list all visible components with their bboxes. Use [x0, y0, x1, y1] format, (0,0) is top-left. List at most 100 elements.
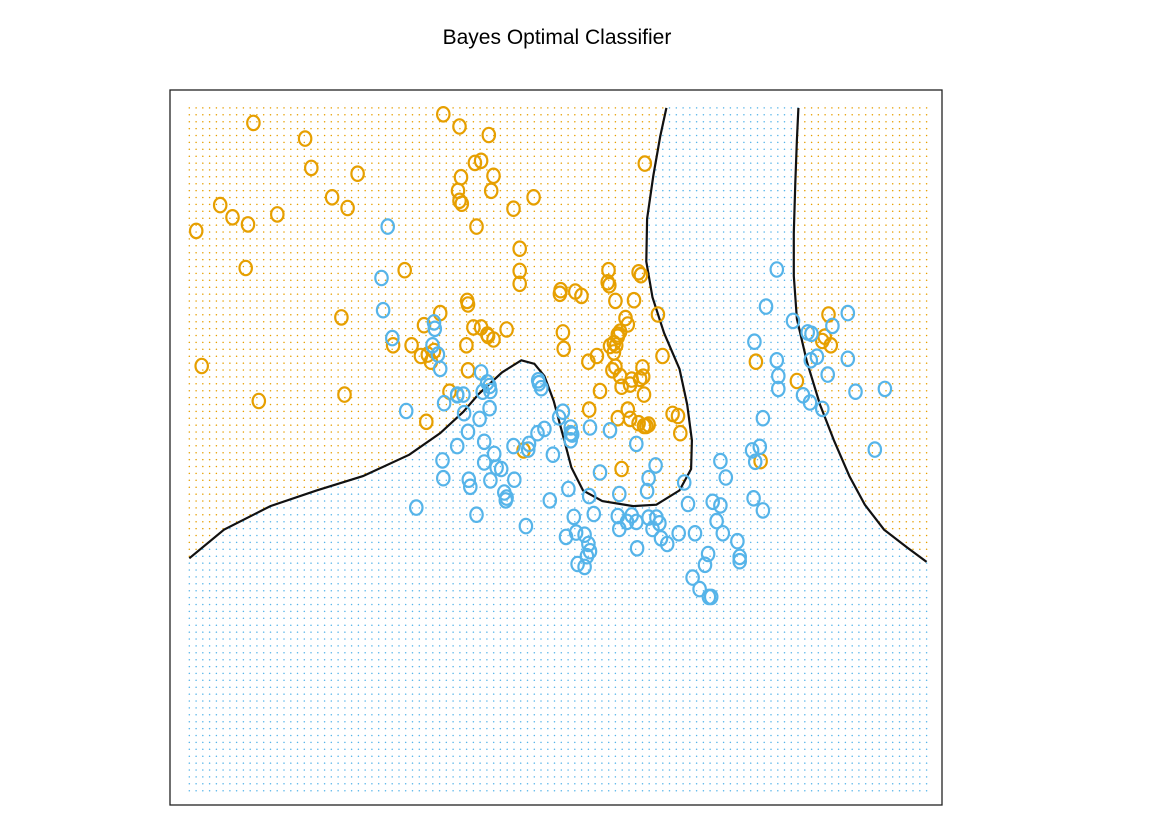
grid-dot: [506, 258, 508, 261]
grid-dot: [411, 783, 414, 785]
grid-dot: [418, 196, 421, 199]
grid-dot: [377, 583, 380, 585]
grid-dot: [290, 376, 292, 378]
grid-dot: [432, 631, 434, 633]
grid-dot: [317, 520, 319, 523]
grid-dot: [425, 231, 427, 233]
grid-dot: [479, 645, 481, 647]
grid-dot: [425, 251, 427, 254]
grid-dot: [195, 307, 197, 309]
grid-dot: [418, 438, 421, 440]
grid-dot: [486, 589, 488, 592]
grid-dot: [262, 458, 265, 461]
grid-dot: [208, 734, 211, 737]
grid-dot: [398, 665, 400, 668]
grid-dot: [242, 320, 245, 323]
grid-dot: [235, 396, 238, 399]
grid-dot: [445, 217, 448, 219]
grid-dot: [350, 376, 353, 378]
grid-dot: [296, 672, 299, 675]
grid-dot: [303, 555, 306, 557]
grid-dot: [391, 169, 393, 171]
grid-dot: [290, 720, 292, 723]
grid-dot: [350, 652, 353, 654]
grid-dot: [344, 196, 346, 199]
grid-dot: [411, 396, 414, 399]
grid-dot: [519, 734, 522, 737]
grid-dot: [472, 314, 475, 316]
grid-dot: [276, 624, 278, 626]
grid-dot: [310, 114, 312, 116]
grid-dot: [472, 251, 475, 254]
grid-dot: [330, 307, 333, 309]
grid-dot: [452, 617, 454, 620]
grid-dot: [411, 320, 414, 323]
grid-dot: [269, 658, 272, 661]
grid-dot: [432, 645, 434, 647]
grid-dot: [202, 293, 204, 295]
grid-dot: [411, 617, 414, 620]
grid-dot: [350, 348, 353, 351]
grid-dot: [472, 789, 475, 792]
grid-dot: [290, 127, 292, 130]
grid-dot: [290, 658, 292, 661]
grid-dot: [465, 182, 468, 185]
grid-dot: [371, 348, 373, 351]
grid-dot: [418, 341, 421, 344]
grid-dot: [371, 238, 373, 240]
grid-dot: [418, 210, 421, 213]
grid-dot: [323, 265, 326, 268]
grid-dot: [411, 210, 414, 213]
grid-dot: [188, 431, 191, 433]
grid-dot: [344, 210, 346, 213]
grid-dot: [486, 210, 488, 213]
grid-dot: [371, 617, 373, 620]
grid-dot: [222, 617, 224, 620]
grid-dot: [418, 265, 421, 268]
grid-dot: [222, 307, 224, 309]
grid-dot: [384, 107, 387, 109]
grid-dot: [425, 369, 427, 371]
grid-dot: [337, 548, 339, 551]
grid-dot: [384, 734, 387, 737]
grid-dot: [499, 734, 502, 737]
grid-dot: [465, 210, 468, 213]
grid-dot: [330, 458, 333, 461]
grid-dot: [222, 217, 224, 219]
grid-dot: [465, 576, 468, 578]
grid-dot: [262, 748, 265, 751]
grid-dot: [256, 458, 258, 461]
grid-dot: [330, 472, 333, 475]
grid-dot: [283, 507, 285, 509]
grid-dot: [459, 527, 461, 530]
grid-dot: [432, 182, 434, 185]
grid-dot: [486, 679, 488, 682]
grid-dot: [310, 679, 312, 682]
grid-dot: [350, 610, 353, 613]
grid-dot: [445, 541, 448, 544]
grid-dot: [506, 741, 508, 744]
grid-dot: [310, 576, 312, 578]
grid-dot: [242, 500, 245, 502]
grid-dot: [472, 293, 475, 295]
grid-dot: [513, 541, 515, 544]
grid-dot: [290, 652, 292, 654]
grid-dot: [391, 451, 393, 454]
grid-dot: [486, 658, 488, 661]
grid-dot: [492, 548, 495, 551]
grid-dot: [242, 265, 245, 268]
grid-dot: [486, 748, 488, 751]
grid-dot: [404, 727, 407, 730]
grid-dot: [195, 251, 197, 254]
grid-dot: [465, 458, 468, 461]
grid-dot: [445, 355, 448, 357]
grid-dot: [357, 334, 360, 337]
grid-dot: [188, 182, 191, 185]
grid-dot: [262, 769, 265, 771]
grid-dot: [296, 541, 299, 544]
grid-dot: [283, 789, 285, 792]
grid-dot: [310, 307, 312, 309]
grid-dot: [344, 748, 346, 751]
grid-dot: [364, 451, 366, 454]
grid-dot: [269, 624, 272, 626]
